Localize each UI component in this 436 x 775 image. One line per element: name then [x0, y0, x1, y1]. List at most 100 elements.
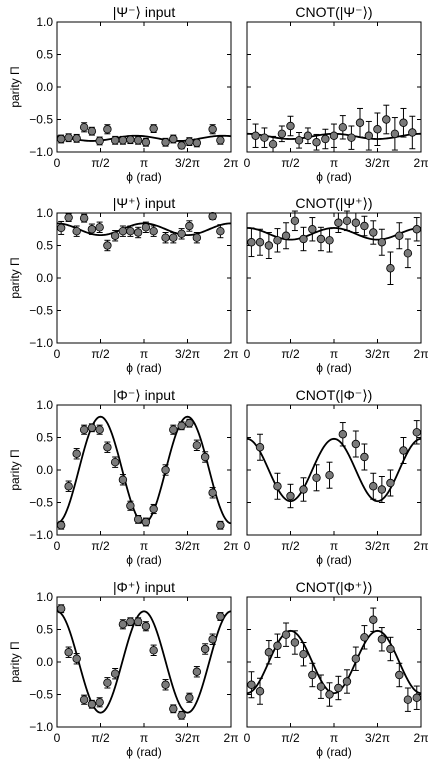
y-tick-label: −1.0 — [29, 145, 53, 159]
data-point — [103, 678, 112, 687]
plot-frame — [56, 404, 232, 536]
data-point — [133, 617, 143, 626]
data-point — [141, 138, 151, 147]
x-tick-label: 2π — [414, 731, 429, 745]
data-point — [87, 423, 97, 432]
data-point — [329, 131, 339, 140]
x-tick-label: 2π — [224, 347, 239, 361]
data-point — [110, 231, 120, 240]
data-point — [64, 213, 73, 222]
fit-curve — [246, 227, 422, 241]
plot-frame — [56, 21, 232, 153]
data-point — [299, 485, 308, 494]
x-tick-label: π — [140, 347, 148, 361]
data-point — [264, 648, 274, 657]
y-tick-label: −0.5 — [29, 688, 53, 702]
data-point — [185, 221, 194, 231]
x-tick-label: 3/2π — [175, 539, 200, 553]
data-point — [177, 421, 186, 430]
panel-3: |Ψ⁺⟩ input 1.0 0.5 0.0 −0.5 −1.00 π/2 π 3/2π 2π ϕ … — [8, 195, 238, 375]
panel-8: CNOT(|Φ⁺⟩) 0 π/2 π 3/2π 2π ϕ (rad) — [244, 579, 429, 759]
data-point — [408, 128, 417, 137]
data-point — [87, 225, 97, 234]
plot-frame — [56, 596, 232, 728]
data-point — [294, 136, 304, 145]
panel-title: |Φ⁺⟩ input — [113, 579, 175, 595]
data-point — [273, 236, 282, 245]
x-tick-label: 0 — [244, 731, 251, 745]
y-tick-label: −1.0 — [29, 720, 53, 734]
y-axis-label: parity Π — [8, 641, 22, 682]
data-point — [299, 650, 308, 659]
data-point — [216, 136, 225, 145]
data-point — [56, 223, 66, 233]
data-point — [87, 126, 97, 136]
plot-frame — [246, 404, 422, 536]
x-tick-label: 0 — [54, 731, 61, 745]
x-tick-label: 2π — [414, 156, 429, 170]
data-point — [273, 482, 282, 491]
x-tick-label: π — [330, 731, 338, 745]
x-tick-label: 3/2π — [365, 539, 390, 553]
data-point — [169, 425, 178, 434]
x-tick-label: π/2 — [281, 731, 300, 745]
x-tick-label: 0 — [244, 347, 251, 361]
fit-curve — [56, 610, 232, 714]
data-point — [149, 226, 158, 236]
panel-title: |Ψ⁺⟩ input — [113, 195, 176, 211]
data-point — [264, 241, 274, 250]
data-point — [161, 233, 170, 242]
data-point — [110, 458, 120, 467]
fit-curve — [246, 437, 422, 503]
panel-title: |Ψ⁻⟩ input — [113, 4, 176, 20]
data-point — [149, 124, 158, 133]
data-point — [141, 517, 151, 527]
data-point — [412, 225, 421, 234]
data-point — [110, 669, 120, 678]
data-point — [325, 236, 334, 245]
y-tick-label: 0.5 — [36, 623, 53, 637]
data-point — [110, 136, 120, 145]
data-point — [79, 695, 89, 704]
x-tick-label: 3/2π — [365, 347, 390, 361]
data-point — [338, 430, 348, 439]
data-point — [386, 264, 395, 273]
data-point — [255, 687, 265, 696]
y-axis-label: parity Π — [8, 257, 22, 298]
data-point — [87, 700, 97, 709]
data-point — [355, 118, 365, 127]
data-point — [95, 698, 104, 707]
data-point — [133, 228, 143, 237]
data-point — [334, 218, 343, 227]
data-point — [386, 644, 395, 654]
data-point — [373, 125, 382, 134]
data-point — [268, 139, 278, 149]
x-axis-label: ϕ (rad) — [126, 361, 161, 375]
x-tick-label: 3/2π — [365, 731, 390, 745]
data-point — [273, 641, 282, 650]
x-tick-label: 2π — [224, 156, 239, 170]
data-point — [208, 488, 217, 497]
x-axis-label: ϕ (rad) — [126, 745, 161, 759]
data-point — [299, 234, 308, 244]
data-point — [126, 135, 135, 144]
x-tick-label: π/2 — [281, 156, 300, 170]
plot-frame — [56, 212, 232, 344]
y-tick-label: 0.5 — [36, 431, 53, 445]
x-tick-label: π/2 — [91, 731, 110, 745]
y-tick-label: −1.0 — [29, 528, 53, 542]
fit-curve — [56, 134, 232, 142]
data-point — [316, 234, 326, 244]
plot-frame — [246, 212, 422, 344]
data-point — [347, 133, 356, 142]
data-point — [126, 226, 135, 236]
data-point — [200, 452, 210, 462]
data-point — [126, 501, 135, 510]
data-point — [342, 216, 352, 225]
x-tick-label: π/2 — [91, 347, 110, 361]
data-point — [251, 131, 260, 140]
data-point — [79, 123, 89, 132]
data-point — [321, 134, 330, 144]
panel-title: CNOT(|Ψ⁻⟩) — [295, 4, 372, 20]
data-point — [364, 131, 374, 140]
